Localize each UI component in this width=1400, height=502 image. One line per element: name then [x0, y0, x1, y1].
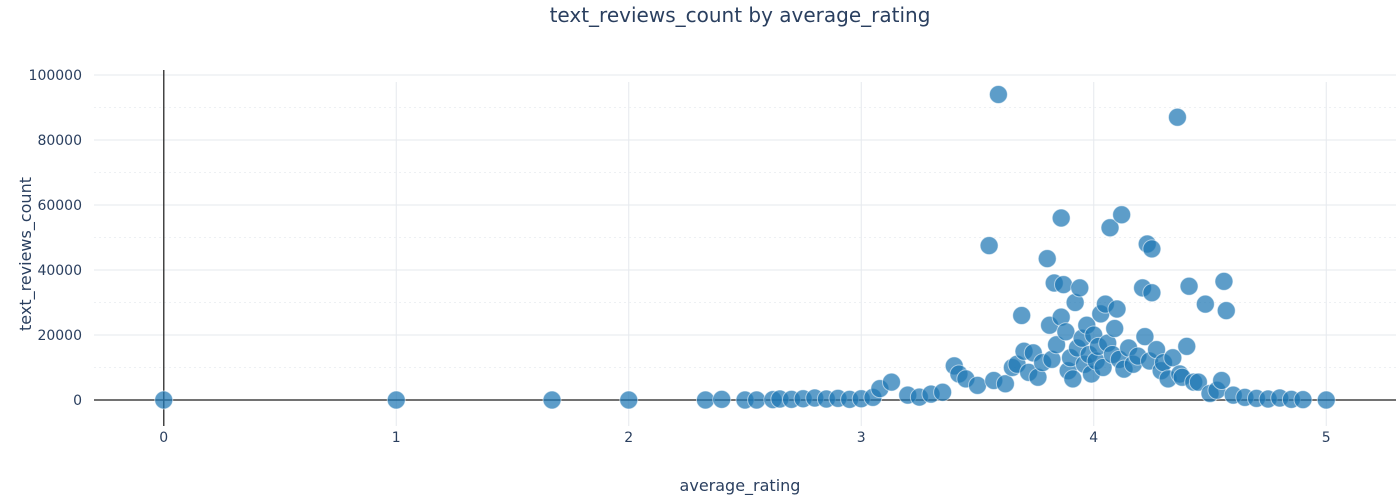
- data-point: [1195, 294, 1215, 314]
- y-tick-label: 60000: [37, 198, 82, 214]
- y-tick-label: 80000: [37, 133, 82, 149]
- data-point: [1012, 306, 1032, 325]
- data-point: [1107, 299, 1127, 319]
- data-point: [1135, 327, 1155, 347]
- data-point: [747, 390, 767, 410]
- x-tick-label: 2: [624, 430, 633, 446]
- data-point: [1070, 278, 1090, 298]
- x-tick-label: 3: [857, 430, 866, 446]
- data-point: [1054, 275, 1074, 295]
- data-point: [1056, 322, 1076, 342]
- data-point: [881, 372, 901, 392]
- data-point: [1047, 335, 1067, 355]
- y-tick-label: 100000: [29, 68, 82, 84]
- data-point: [712, 389, 732, 409]
- data-point: [1093, 358, 1113, 377]
- grid-lines: [94, 74, 1396, 426]
- y-tick-label: 0: [73, 393, 82, 409]
- x-tick-label: 1: [392, 430, 401, 446]
- y-axis-label: text_reviews_count: [16, 177, 36, 331]
- data-point: [1163, 348, 1183, 368]
- data-point: [1293, 390, 1313, 410]
- data-point: [995, 374, 1015, 394]
- data-point: [1188, 372, 1208, 392]
- data-point: [1216, 301, 1236, 321]
- data-point: [1316, 390, 1336, 410]
- data-point: [542, 390, 562, 410]
- x-tick-label: 0: [159, 430, 168, 446]
- data-point: [1167, 107, 1187, 127]
- data-point: [1212, 371, 1232, 390]
- data-point: [1105, 319, 1125, 338]
- x-axis-label: average_rating: [680, 476, 801, 496]
- data-point: [619, 390, 639, 410]
- data-point: [1051, 208, 1071, 228]
- data-point: [933, 382, 953, 402]
- data-point: [1037, 249, 1057, 269]
- data-point: [1177, 336, 1197, 356]
- x-tick-label: 5: [1322, 430, 1331, 446]
- data-point: [1112, 205, 1132, 225]
- data-point: [695, 390, 715, 410]
- tick-labels: 0 1 2 3 4 5 0 20000 40000 60000 80000 100000: [29, 68, 1331, 446]
- data-point: [988, 85, 1008, 104]
- axes: [94, 70, 1396, 426]
- data-point: [1142, 239, 1162, 259]
- data-point: [1100, 218, 1120, 238]
- y-tick-label: 20000: [37, 328, 82, 344]
- data-point: [1179, 276, 1199, 296]
- data-point: [968, 375, 987, 395]
- data-points: [154, 85, 1336, 410]
- data-point: [386, 390, 406, 410]
- y-tick-label: 40000: [37, 263, 82, 279]
- data-point: [1142, 283, 1162, 303]
- data-point: [154, 390, 174, 410]
- data-point: [1063, 369, 1083, 389]
- data-point: [979, 236, 999, 256]
- x-tick-label: 4: [1089, 430, 1098, 446]
- chart-title: text_reviews_count by average_rating: [550, 3, 931, 27]
- data-point: [1214, 271, 1234, 291]
